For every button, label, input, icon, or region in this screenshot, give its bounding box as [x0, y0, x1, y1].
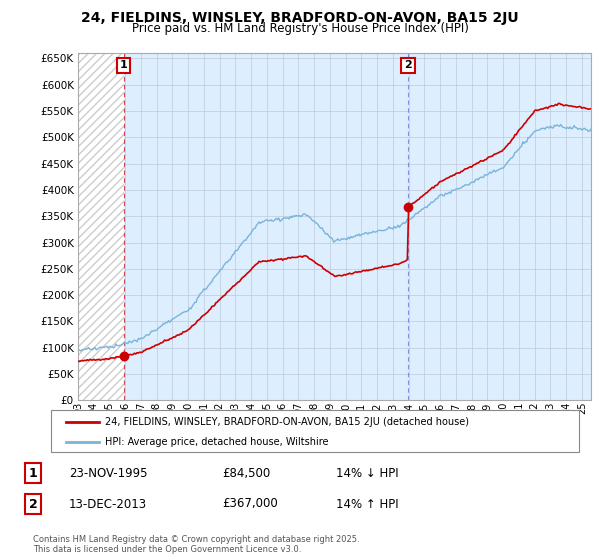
Text: HPI: Average price, detached house, Wiltshire: HPI: Average price, detached house, Wilt…: [105, 437, 329, 446]
Text: 2: 2: [404, 60, 412, 71]
Text: 13-DEC-2013: 13-DEC-2013: [69, 497, 147, 511]
Text: Contains HM Land Registry data © Crown copyright and database right 2025.
This d: Contains HM Land Registry data © Crown c…: [33, 535, 359, 554]
Text: 14% ↑ HPI: 14% ↑ HPI: [336, 497, 398, 511]
Text: £84,500: £84,500: [222, 466, 270, 480]
Text: 24, FIELDINS, WINSLEY, BRADFORD-ON-AVON, BA15 2JU: 24, FIELDINS, WINSLEY, BRADFORD-ON-AVON,…: [81, 11, 519, 25]
Polygon shape: [78, 53, 124, 400]
Text: 2: 2: [29, 497, 37, 511]
Text: 14% ↓ HPI: 14% ↓ HPI: [336, 466, 398, 480]
Text: Price paid vs. HM Land Registry's House Price Index (HPI): Price paid vs. HM Land Registry's House …: [131, 22, 469, 35]
Text: 1: 1: [29, 466, 37, 480]
Text: 24, FIELDINS, WINSLEY, BRADFORD-ON-AVON, BA15 2JU (detached house): 24, FIELDINS, WINSLEY, BRADFORD-ON-AVON,…: [105, 417, 469, 427]
Text: 1: 1: [120, 60, 128, 71]
Text: 23-NOV-1995: 23-NOV-1995: [69, 466, 148, 480]
Text: £367,000: £367,000: [222, 497, 278, 511]
